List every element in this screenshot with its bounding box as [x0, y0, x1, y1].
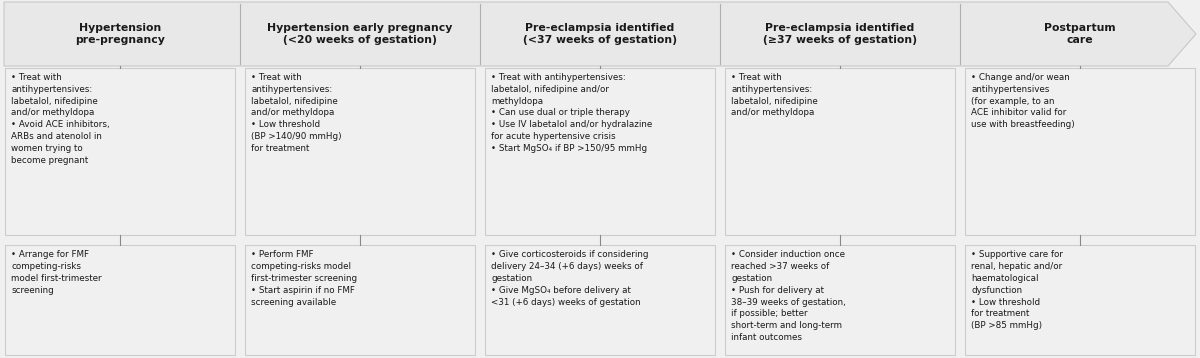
Text: • Treat with
antihypertensives:
labetalol, nifedipine
and/or methyldopa: • Treat with antihypertensives: labetalo…	[731, 73, 817, 117]
Text: • Consider induction once
reached >37 weeks of
gestation
• Push for delivery at
: • Consider induction once reached >37 we…	[731, 250, 846, 342]
Text: Pre-eclampsia identified
(≥37 weeks of gestation): Pre-eclampsia identified (≥37 weeks of g…	[763, 23, 917, 45]
Text: • Supportive care for
renal, hepatic and/or
haematological
dysfunction
• Low thr: • Supportive care for renal, hepatic and…	[971, 250, 1063, 330]
FancyBboxPatch shape	[5, 245, 235, 355]
FancyBboxPatch shape	[725, 245, 955, 355]
FancyBboxPatch shape	[965, 68, 1195, 236]
FancyBboxPatch shape	[725, 68, 955, 236]
Text: Hypertension
pre-pregnancy: Hypertension pre-pregnancy	[76, 23, 164, 45]
Text: • Change and/or wean
antihypertensives
(for example, to an
ACE inhibitor valid f: • Change and/or wean antihypertensives (…	[971, 73, 1075, 129]
Polygon shape	[4, 2, 1196, 66]
Text: • Treat with antihypertensives:
labetalol, nifedipine and/or
methyldopa
• Can us: • Treat with antihypertensives: labetalo…	[491, 73, 653, 153]
Text: Postpartum
care: Postpartum care	[1044, 23, 1116, 45]
Text: • Perform FMF
competing-risks model
first-trimester screening
• Start aspirin if: • Perform FMF competing-risks model firs…	[251, 250, 358, 306]
FancyBboxPatch shape	[485, 245, 715, 355]
Text: • Arrange for FMF
competing-risks
model first-trimester
screening: • Arrange for FMF competing-risks model …	[11, 250, 102, 295]
Text: • Give corticosteroids if considering
delivery 24–34 (+6 days) weeks of
gestatio: • Give corticosteroids if considering de…	[491, 250, 648, 306]
FancyBboxPatch shape	[965, 245, 1195, 355]
FancyBboxPatch shape	[245, 68, 475, 236]
Text: Pre-eclampsia identified
(<37 weeks of gestation): Pre-eclampsia identified (<37 weeks of g…	[523, 23, 677, 45]
Text: Hypertension early pregnancy
(<20 weeks of gestation): Hypertension early pregnancy (<20 weeks …	[268, 23, 452, 45]
FancyBboxPatch shape	[245, 245, 475, 355]
FancyBboxPatch shape	[5, 68, 235, 236]
FancyBboxPatch shape	[485, 68, 715, 236]
Text: • Treat with
antihypertensives:
labetalol, nifedipine
and/or methyldopa
• Avoid : • Treat with antihypertensives: labetalo…	[11, 73, 109, 165]
Text: • Treat with
antihypertensives:
labetalol, nifedipine
and/or methyldopa
• Low th: • Treat with antihypertensives: labetalo…	[251, 73, 342, 153]
